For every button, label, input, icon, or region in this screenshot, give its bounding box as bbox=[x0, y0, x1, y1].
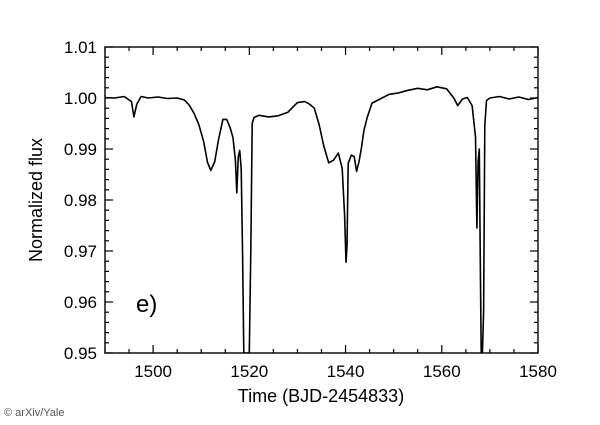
y-axis: 0.95 0.96 0.97 0.98 0.99 1.00 1.01 bbox=[64, 38, 538, 363]
x-axis: 1500 1520 1540 1560 1580 bbox=[104, 47, 557, 381]
x-tick-label: 1500 bbox=[134, 362, 172, 381]
y-tick-label: 0.95 bbox=[64, 344, 97, 363]
plot-frame bbox=[104, 46, 539, 354]
x-tick-label: 1560 bbox=[423, 362, 461, 381]
panel-label: e) bbox=[136, 291, 157, 318]
y-tick-label: 0.96 bbox=[64, 293, 97, 312]
y-tick-label: 0.99 bbox=[64, 140, 97, 159]
image-credit: © arXiv/Yale bbox=[4, 407, 65, 419]
y-tick-label: 1.01 bbox=[64, 38, 97, 57]
y-axis-label: Normalized flux bbox=[26, 138, 46, 262]
y-tick-label: 0.98 bbox=[64, 191, 97, 210]
x-axis-label: Time (BJD-2454833) bbox=[238, 386, 404, 406]
x-tick-label: 1540 bbox=[327, 362, 365, 381]
x-tick-label: 1580 bbox=[519, 362, 557, 381]
y-tick-label: 1.00 bbox=[64, 89, 97, 108]
flux-series-line bbox=[105, 86, 538, 353]
x-tick-label: 1520 bbox=[230, 362, 268, 381]
y-tick-label: 0.97 bbox=[64, 242, 97, 261]
